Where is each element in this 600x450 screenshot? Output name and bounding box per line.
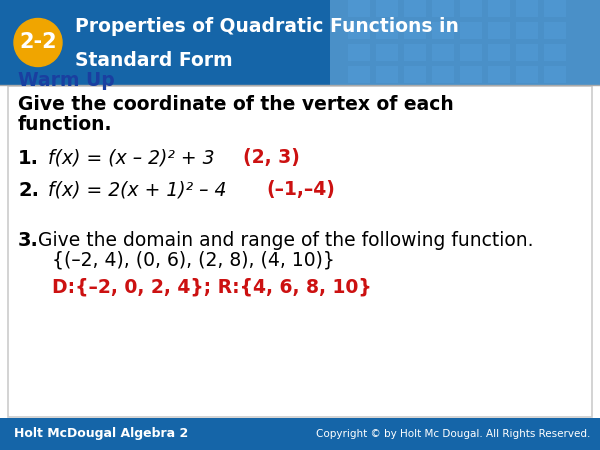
Bar xyxy=(544,66,566,83)
Bar xyxy=(376,22,398,39)
Bar xyxy=(348,44,370,61)
Bar xyxy=(404,44,426,61)
Bar xyxy=(376,44,398,61)
Bar xyxy=(404,0,426,17)
Bar xyxy=(460,22,482,39)
Text: Give the domain and range of the following function.: Give the domain and range of the followi… xyxy=(38,230,533,249)
Bar xyxy=(376,0,398,17)
Bar xyxy=(460,66,482,83)
Text: f(x) = (x – 2)² + 3: f(x) = (x – 2)² + 3 xyxy=(48,148,221,167)
Bar xyxy=(432,44,454,61)
Text: Give the coordinate of the vertex of each: Give the coordinate of the vertex of eac… xyxy=(18,95,454,114)
Text: 2-2: 2-2 xyxy=(19,32,57,53)
Text: (2, 3): (2, 3) xyxy=(243,148,300,167)
Text: Standard Form: Standard Form xyxy=(75,50,233,69)
Bar xyxy=(404,66,426,83)
Bar xyxy=(488,44,510,61)
FancyBboxPatch shape xyxy=(8,86,592,417)
Bar xyxy=(544,0,566,17)
Bar xyxy=(544,44,566,61)
Text: Properties of Quadratic Functions in: Properties of Quadratic Functions in xyxy=(75,17,459,36)
Bar xyxy=(0,0,330,85)
Text: 3.: 3. xyxy=(18,230,39,249)
Bar xyxy=(544,22,566,39)
Bar xyxy=(376,66,398,83)
Bar xyxy=(460,0,482,17)
Bar xyxy=(516,0,538,17)
Bar xyxy=(516,66,538,83)
Text: Warm Up: Warm Up xyxy=(18,71,115,90)
Bar xyxy=(488,0,510,17)
Bar xyxy=(330,0,600,85)
Text: 2.: 2. xyxy=(18,180,39,199)
Bar xyxy=(432,22,454,39)
Bar xyxy=(516,44,538,61)
Bar xyxy=(404,22,426,39)
Circle shape xyxy=(14,18,62,67)
Text: f(x) = 2(x + 1)² – 4: f(x) = 2(x + 1)² – 4 xyxy=(48,180,238,199)
Bar xyxy=(460,44,482,61)
Bar xyxy=(488,22,510,39)
Bar xyxy=(348,22,370,39)
Bar xyxy=(488,66,510,83)
Text: function.: function. xyxy=(18,114,113,134)
Text: Copyright © by Holt Mc Dougal. All Rights Reserved.: Copyright © by Holt Mc Dougal. All Right… xyxy=(316,429,590,439)
Bar xyxy=(432,0,454,17)
Text: D:{–2, 0, 2, 4}; R:{4, 6, 8, 10}: D:{–2, 0, 2, 4}; R:{4, 6, 8, 10} xyxy=(52,278,371,297)
Bar xyxy=(0,418,600,450)
Text: (–1,–4): (–1,–4) xyxy=(266,180,335,199)
Bar xyxy=(348,66,370,83)
Text: Holt McDougal Algebra 2: Holt McDougal Algebra 2 xyxy=(14,428,188,441)
Text: 1.: 1. xyxy=(18,148,39,167)
Bar xyxy=(516,22,538,39)
Bar xyxy=(348,0,370,17)
Text: {(–2, 4), (0, 6), (2, 8), (4, 10)}: {(–2, 4), (0, 6), (2, 8), (4, 10)} xyxy=(52,251,335,270)
Bar xyxy=(432,66,454,83)
